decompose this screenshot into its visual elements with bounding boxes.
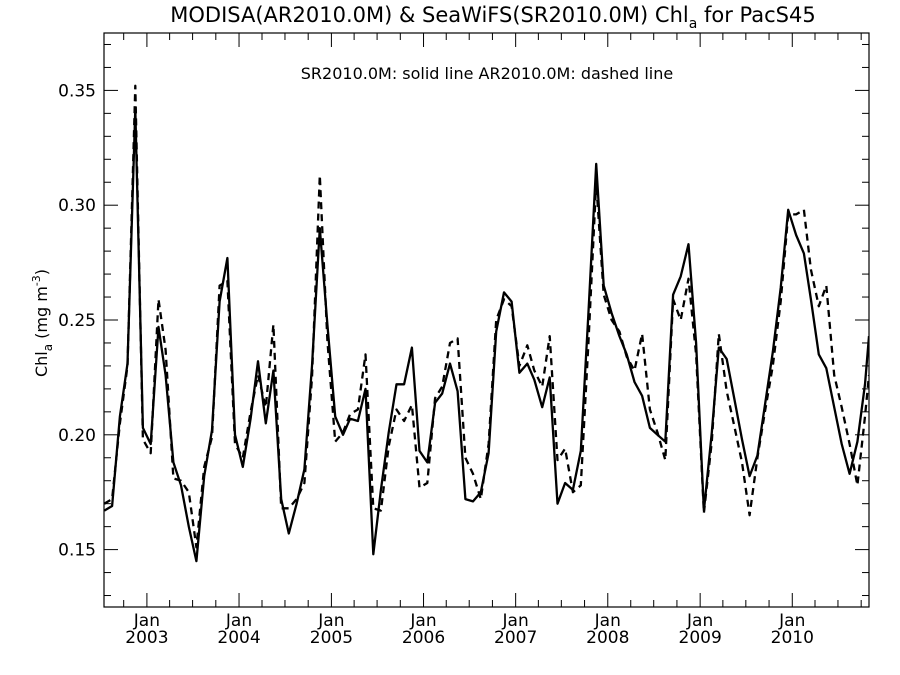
- x-tick-label-month: Jan: [778, 611, 805, 631]
- y-tick-label: 0.25: [58, 311, 96, 331]
- chart-title-main: MODISA(AR2010.0M) & SeaWiFS(SR2010.0M) C…: [170, 3, 688, 27]
- plot-frame: [103, 32, 870, 608]
- y-axis-label-unit: (mg m: [32, 286, 51, 344]
- y-tick-label: 0.15: [58, 541, 96, 561]
- x-tick-label-year: 2004: [217, 628, 260, 648]
- axis-ticks: 0.150.200.250.300.35Jan2003Jan2004Jan200…: [58, 33, 869, 648]
- chart-title: MODISA(AR2010.0M) & SeaWiFS(SR2010.0M) C…: [170, 3, 815, 32]
- x-tick-label-year: 2009: [679, 628, 722, 648]
- y-axis-label-subscript: a: [41, 344, 55, 351]
- x-tick-label-year: 2008: [586, 628, 629, 648]
- x-tick-label-year: 2005: [310, 628, 353, 648]
- chart-title-subscript: a: [689, 16, 698, 32]
- y-tick-label: 0.35: [58, 81, 96, 101]
- x-tick-label-month: Jan: [225, 611, 252, 631]
- y-axis-label-close: ): [32, 269, 51, 275]
- y-axis-label: Chla (mg m-3): [30, 269, 55, 377]
- x-tick-label-month: Jan: [594, 611, 621, 631]
- x-tick-label-month: Jan: [317, 611, 344, 631]
- series-line-sr2010-0m: [104, 107, 869, 563]
- x-tick-label-year: 2003: [125, 628, 168, 648]
- x-tick-label-month: Jan: [686, 611, 713, 631]
- x-tick-label-year: 2010: [771, 628, 814, 648]
- x-tick-label-year: 2007: [494, 628, 537, 648]
- series-line-ar2010-0m: [104, 84, 869, 549]
- x-tick-label-month: Jan: [133, 611, 160, 631]
- y-tick-label: 0.20: [58, 426, 96, 446]
- chart-title-tail: for PacS45: [697, 3, 815, 27]
- y-tick-label: 0.30: [58, 196, 96, 216]
- y-axis-label-superscript: -3: [30, 275, 43, 286]
- x-tick-label-year: 2006: [402, 628, 445, 648]
- series-lines: [104, 84, 869, 563]
- chart-annotation: SR2010.0M: solid line AR2010.0M: dashed …: [301, 64, 673, 83]
- x-tick-label-month: Jan: [409, 611, 436, 631]
- y-axis-label-base: Chl: [32, 351, 51, 377]
- svg-text:Chla (mg m-3): Chla (mg m-3): [30, 269, 55, 377]
- x-tick-label-month: Jan: [502, 611, 529, 631]
